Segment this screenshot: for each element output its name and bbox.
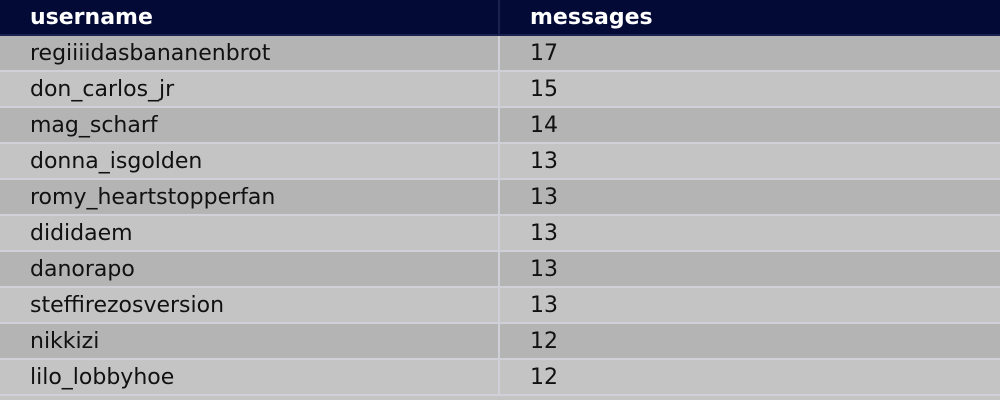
table-row: steffirezosversion 13 xyxy=(0,287,1000,324)
username-cell: romy_heartstopperfan xyxy=(0,179,500,216)
messages-cell: 15 xyxy=(499,71,1000,108)
username-cell: nikkizi xyxy=(0,323,500,360)
username-cell: dididaem xyxy=(0,215,500,252)
table-row: regiiiidasbananenbrot 17 xyxy=(0,35,1000,72)
table-row: dididaem 13 xyxy=(0,215,1000,252)
messages-cell: 13 xyxy=(499,143,1000,180)
table-row: nikkizi 12 xyxy=(0,323,1000,360)
messages-cell: 12 xyxy=(499,359,1000,396)
username-cell: danorapo xyxy=(0,251,500,288)
table-row: donna_isgolden 13 xyxy=(0,143,1000,180)
table-row: don_carlos_jr 15 xyxy=(0,71,1000,108)
username-cell: don_carlos_jr xyxy=(0,71,500,108)
messages-cell: 17 xyxy=(499,35,1000,72)
table-row: romy_heartstopperfan 13 xyxy=(0,179,1000,216)
messages-cell: 13 xyxy=(499,179,1000,216)
messages-cell: 13 xyxy=(499,215,1000,252)
messages-cell: 13 xyxy=(499,287,1000,324)
column-header-username[interactable]: username xyxy=(0,0,500,36)
table-row: danorapo 13 xyxy=(0,251,1000,288)
username-cell: steffirezosversion xyxy=(0,287,500,324)
messages-cell: 14 xyxy=(499,107,1000,144)
username-cell: regiiiidasbananenbrot xyxy=(0,35,500,72)
username-cell: donna_isgolden xyxy=(0,143,500,180)
column-header-messages[interactable]: messages xyxy=(499,0,1000,36)
header-row: username messages xyxy=(0,0,1000,36)
table-row: lilo_lobbyhoe 12 xyxy=(0,359,1000,396)
username-cell: mag_scharf xyxy=(0,107,500,144)
messages-cell: 13 xyxy=(499,251,1000,288)
table-row: mag_scharf 14 xyxy=(0,107,1000,144)
messages-cell: 12 xyxy=(499,323,1000,360)
username-cell: lilo_lobbyhoe xyxy=(0,359,500,396)
